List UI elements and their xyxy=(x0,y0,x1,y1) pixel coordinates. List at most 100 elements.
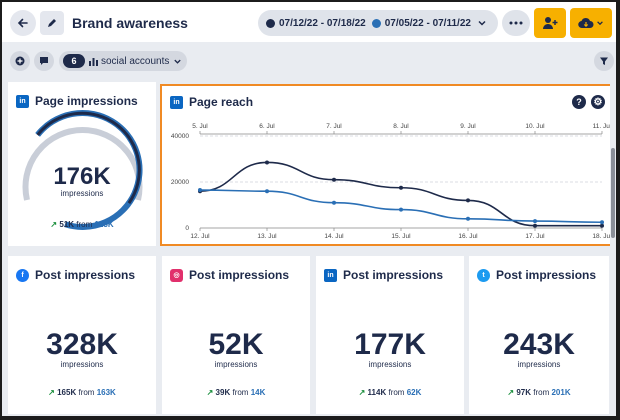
accounts-count-badge: 6 xyxy=(63,54,85,68)
delta-value: 97K xyxy=(516,388,532,397)
current-period-point xyxy=(466,198,470,203)
scroll-thumb[interactable] xyxy=(611,148,615,238)
x-compare-tick-label: 9. Jul xyxy=(460,123,476,130)
card-title: f Post impressions xyxy=(16,268,135,282)
x-compare-tick-label: 6. Jul xyxy=(259,123,275,130)
date-range-selector[interactable]: 07/12/22 - 07/18/22 07/05/22 - 07/11/22 xyxy=(258,10,498,36)
compare-period-point xyxy=(466,216,470,221)
edit-button[interactable] xyxy=(40,11,64,35)
add-user-button[interactable] xyxy=(534,8,566,38)
compare-date-range: 07/05/22 - 07/11/22 xyxy=(384,17,471,29)
delta-previous: 62K xyxy=(406,388,422,397)
delta-value: 39K xyxy=(215,388,231,397)
x-tick-label: 13. Jul xyxy=(257,233,277,240)
x-compare-tick-label: 5. Jul xyxy=(192,123,208,130)
arrow-left-icon xyxy=(17,18,28,28)
post-impressions-card: f Post impressions 328K impressions ↗ 16… xyxy=(8,256,156,414)
trend-up-icon: ↗ xyxy=(48,388,55,397)
page-impressions-value: 176K xyxy=(53,163,111,190)
post-impressions-delta: ↗ 165K from 163K xyxy=(8,388,156,397)
y-tick-label: 20000 xyxy=(171,179,189,186)
x-compare-tick-label: 10. Jul xyxy=(525,123,545,130)
compare-period-dot xyxy=(371,18,381,28)
x-tick-label: 18. Jul xyxy=(592,233,610,240)
delta-value: 51K xyxy=(59,220,75,229)
compare-period-point xyxy=(533,219,537,224)
social-accounts-filter[interactable]: 6 social accounts xyxy=(59,51,187,71)
card-title-text: Post impressions xyxy=(189,268,290,282)
compare-period-point xyxy=(198,188,202,193)
scrollbar[interactable] xyxy=(610,78,616,416)
x-tick-label: 15. Jul xyxy=(391,233,411,240)
post-impressions-value: 52K xyxy=(208,328,264,361)
x-compare-tick-label: 11. Jul xyxy=(593,123,610,130)
x-tick-label: 14. Jul xyxy=(324,233,344,240)
settings-gear-icon[interactable]: ⚙ xyxy=(591,95,605,109)
comment-button[interactable] xyxy=(34,51,54,71)
delta-value: 114K xyxy=(367,388,387,397)
more-options-button[interactable] xyxy=(502,10,530,36)
add-widget-button[interactable] xyxy=(10,51,30,71)
post-impressions-value: 328K xyxy=(46,328,118,361)
page-title: Brand awareness xyxy=(72,15,188,31)
delta-from: from xyxy=(533,388,550,397)
back-button[interactable] xyxy=(10,10,36,36)
card-title-text: Post impressions xyxy=(35,268,136,282)
page-impressions-card: in Page impressions 176K impressions ↗ 5… xyxy=(8,82,156,246)
help-icon[interactable]: ? xyxy=(572,95,586,109)
current-period-point xyxy=(265,160,269,165)
current-period-line xyxy=(199,161,602,227)
post-impressions-value: 177K xyxy=(354,328,426,361)
twitter-icon: t xyxy=(477,268,490,282)
pencil-icon xyxy=(48,19,56,27)
filter-button[interactable] xyxy=(594,51,614,71)
trend-up-icon: ↗ xyxy=(206,388,214,397)
x-compare-tick-label: 8. Jul xyxy=(393,123,409,130)
linkedin-icon: in xyxy=(324,268,337,282)
current-period-point xyxy=(399,185,403,190)
post-impressions-label: impressions xyxy=(214,360,258,369)
plus-circle-icon xyxy=(15,56,25,66)
card-title-text: Post impressions xyxy=(496,268,597,282)
card-title-text: Page impressions xyxy=(35,94,138,108)
card-title: ◎ Post impressions xyxy=(170,268,289,282)
post-impressions-label: impressions xyxy=(368,360,412,369)
trend-up-icon: ↗ xyxy=(50,220,58,229)
x-compare-tick-label: 7. Jul xyxy=(326,123,342,130)
compare-period-point xyxy=(600,220,604,225)
post-impressions-card: ◎ Post impressions 52K impressions ↗ 39K… xyxy=(162,256,310,414)
x-tick-label: 17. Jul xyxy=(525,233,545,240)
accounts-label: social accounts xyxy=(101,55,170,67)
post-impressions-delta: ↗ 114K from 62K xyxy=(316,388,464,397)
card-title-text: Page reach xyxy=(189,95,254,109)
comment-icon xyxy=(40,57,48,65)
page-impressions-delta: ↗ 51K from 125K xyxy=(8,220,156,229)
current-date-range: 07/12/22 - 07/18/22 xyxy=(279,17,366,29)
card-title: in Page impressions xyxy=(16,94,138,108)
page-reach-card[interactable]: in Page reach ? ⚙ 0 20000 40000 12. Jul 13. … xyxy=(160,84,612,246)
impressions-gauge xyxy=(22,110,143,230)
trend-up-icon: ↗ xyxy=(358,388,366,397)
chevron-down-icon xyxy=(478,20,486,26)
y-tick-label: 0 xyxy=(185,225,189,232)
delta-value: 165K xyxy=(57,388,77,397)
post-impressions-delta: ↗ 97K from 201K xyxy=(469,388,609,397)
card-title: t Post impressions xyxy=(477,268,596,282)
current-period-point xyxy=(600,223,604,228)
delta-previous: 163K xyxy=(96,388,116,397)
delta-previous: 14K xyxy=(250,388,266,397)
x-tick-label: 12. Jul xyxy=(190,233,210,240)
delta-from: from xyxy=(76,220,93,229)
delta-from: from xyxy=(78,388,95,397)
current-period-dot xyxy=(266,18,275,28)
post-impressions-label: impressions xyxy=(517,360,561,369)
compare-period-line xyxy=(199,189,603,224)
trend-up-icon: ↗ xyxy=(507,388,515,397)
chevron-down-icon xyxy=(174,59,182,64)
y-tick-label: 40000 xyxy=(171,133,189,140)
card-title: in Page reach xyxy=(170,95,253,109)
card-title-text: Post impressions xyxy=(343,268,444,282)
download-button[interactable] xyxy=(570,8,612,38)
post-impressions-value: 243K xyxy=(503,328,575,361)
header-bar: Brand awareness 07/12/22 - 07/18/22 07/0… xyxy=(2,2,616,42)
